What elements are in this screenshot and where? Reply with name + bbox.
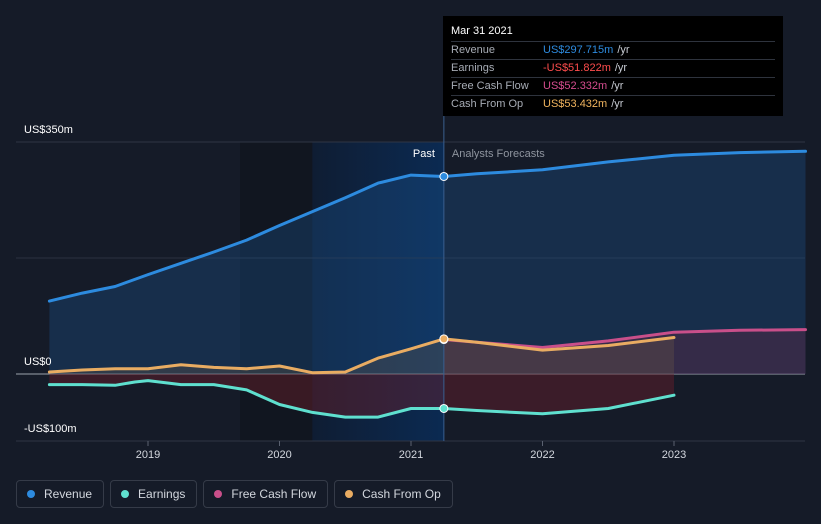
revenue-line	[47, 149, 807, 303]
revenue-marker	[439, 171, 449, 181]
x-tick-label: 2022	[530, 449, 554, 461]
tooltip-row-revenue: Revenue US$297.715m /yr	[451, 42, 775, 60]
tooltip-value: US$53.432m	[543, 98, 608, 110]
x-tick-label: 2019	[136, 449, 160, 461]
tooltip: Mar 31 2021 Revenue US$297.715m /yr Earn…	[443, 16, 783, 116]
tooltip-label: Revenue	[451, 44, 496, 56]
tooltip-value: US$297.715m	[543, 44, 614, 56]
earnings-marker	[439, 403, 449, 413]
tooltip-label: Free Cash Flow	[451, 80, 529, 92]
tooltip-unit: /yr	[614, 62, 628, 74]
tooltip-unit: /yr	[617, 44, 630, 56]
forecast-label: Analysts Forecasts	[452, 148, 545, 160]
y-axis-label: US$350m	[24, 124, 73, 136]
earnings-area	[49, 374, 674, 418]
cash-from-op-area	[49, 337, 674, 374]
y-axis-label: -US$100m	[24, 423, 77, 435]
cash-from-op-line	[47, 336, 676, 375]
tooltip-date: Mar 31 2021	[451, 23, 775, 42]
legend-item-cash-from-op[interactable]: Cash From Op	[334, 480, 453, 508]
tooltip-label: Earnings	[451, 62, 495, 74]
legend-item-earnings[interactable]: Earnings	[110, 480, 198, 508]
free-cash-flow-dot-icon	[214, 490, 223, 498]
tooltip-unit: /yr	[611, 98, 624, 110]
cash-from-op-marker	[439, 334, 449, 344]
legend-label: Earnings	[138, 487, 186, 501]
revenue-area	[49, 151, 806, 374]
revenue-dot-icon	[27, 490, 35, 498]
past-label: Past	[413, 148, 435, 160]
x-tick-label: 2020	[267, 449, 291, 461]
free-cash-flow-area	[443, 329, 806, 374]
highlight-band	[312, 142, 444, 441]
tooltip-row-cash-from-op: Cash From Op US$53.432m /yr	[451, 96, 775, 113]
legend: Revenue Earnings Free Cash Flow Cash Fro…	[16, 480, 453, 510]
earnings-dot-icon	[121, 490, 130, 498]
y-axis-label: US$0	[24, 356, 52, 368]
legend-item-revenue[interactable]: Revenue	[16, 480, 105, 508]
legend-item-free-cash-flow[interactable]: Free Cash Flow	[203, 480, 329, 508]
tooltip-label: Cash From Op	[451, 98, 524, 110]
tooltip-value: US$52.332m	[543, 80, 608, 92]
tooltip-row-earnings: Earnings -US$51.822m /yr	[451, 60, 775, 78]
legend-label: Free Cash Flow	[231, 487, 317, 501]
x-tick-label: 2021	[399, 449, 423, 461]
legend-label: Cash From Op	[362, 487, 441, 501]
legend-label: Revenue	[44, 487, 93, 501]
x-tick-label: 2023	[662, 449, 686, 461]
tooltip-value: -US$51.822m	[543, 62, 611, 74]
tooltip-unit: /yr	[611, 80, 624, 92]
cash-from-op-dot-icon	[345, 490, 354, 498]
earnings-line	[47, 379, 676, 419]
tooltip-row-free-cash-flow: Free Cash Flow US$52.332m /yr	[451, 78, 775, 96]
